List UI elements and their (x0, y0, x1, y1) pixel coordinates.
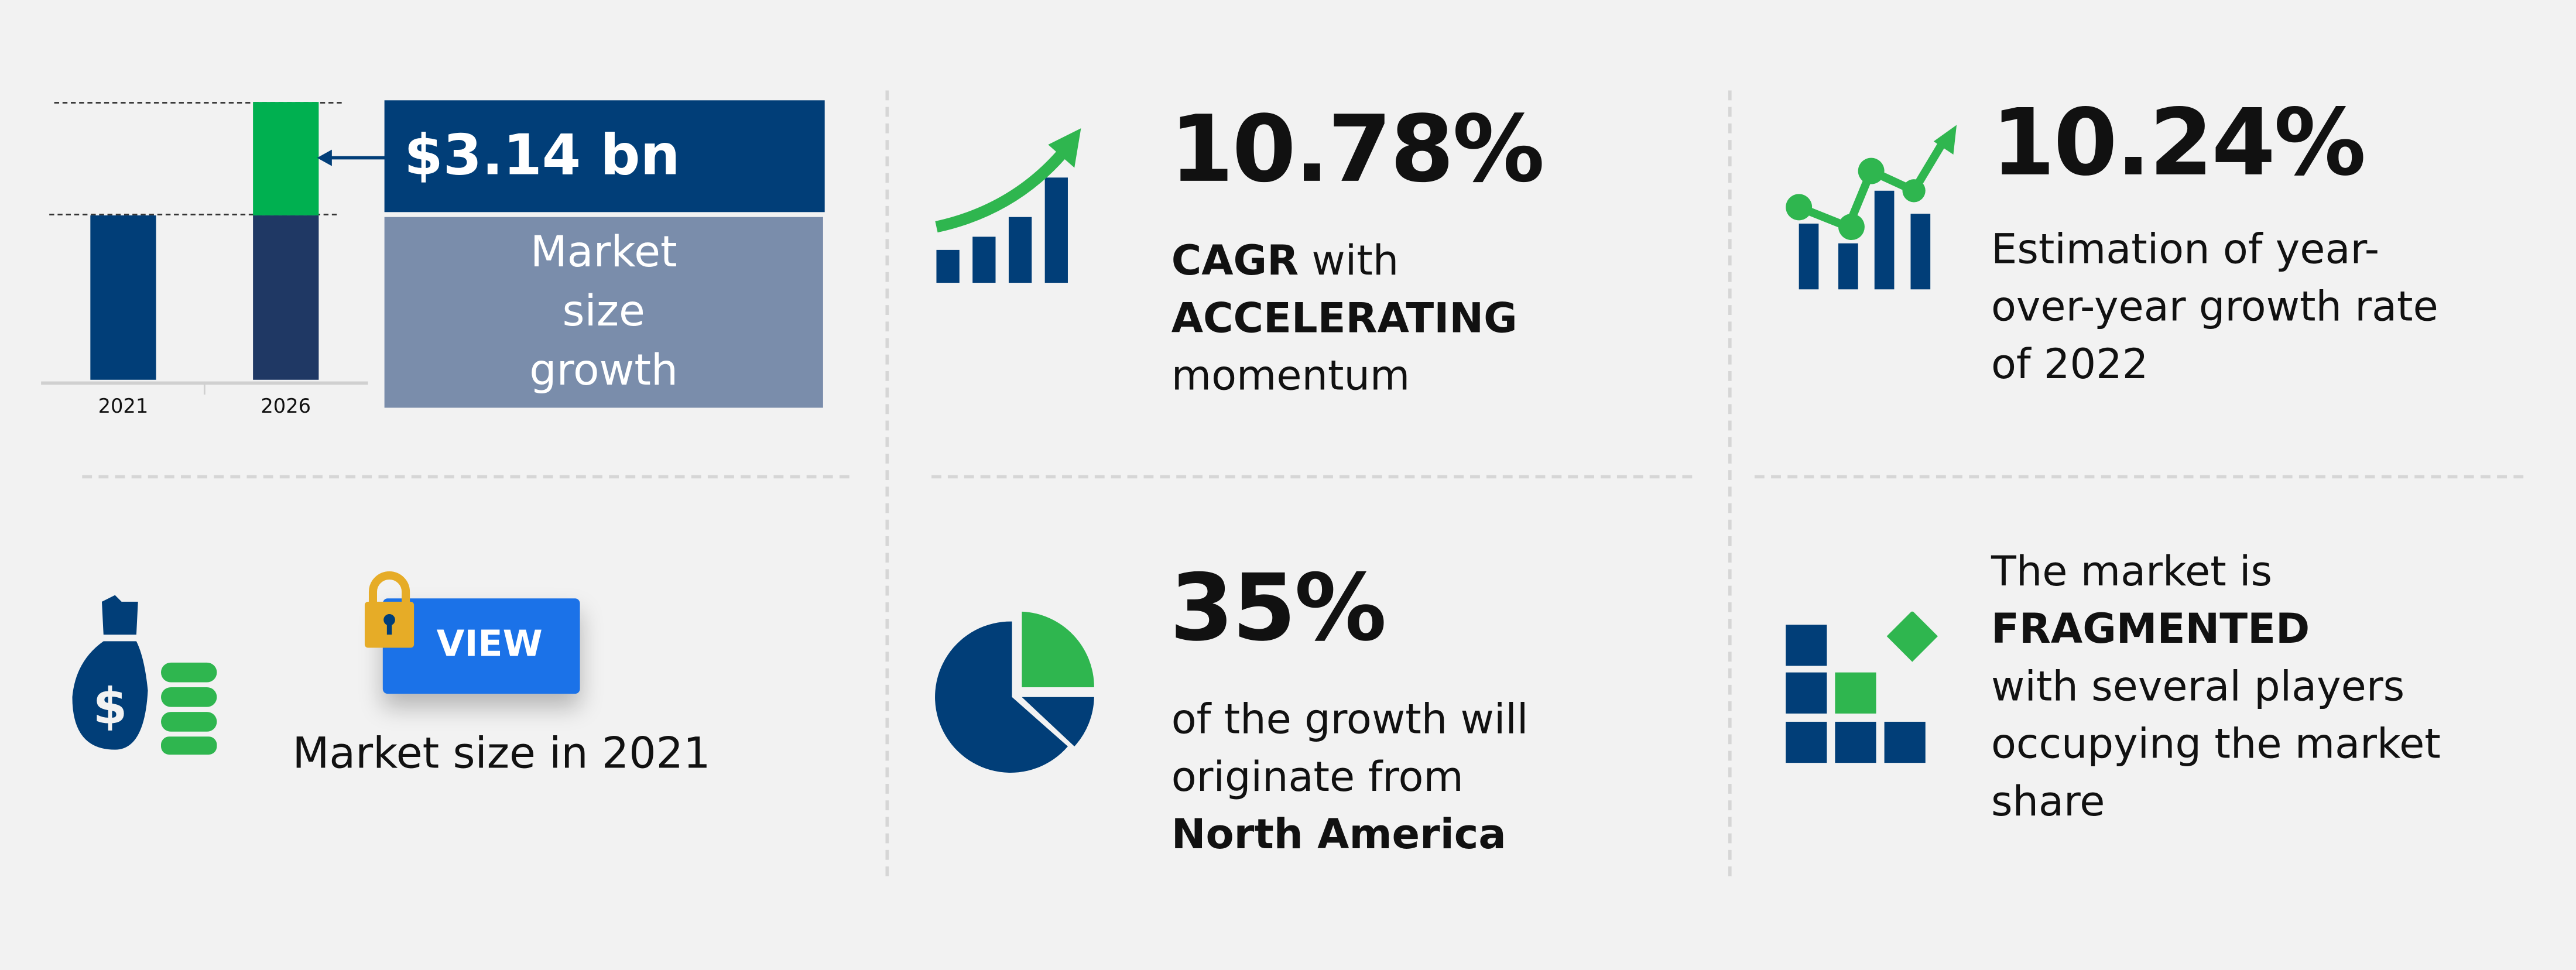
rising-bar-chart-icon (935, 128, 1081, 283)
divider (82, 475, 849, 479)
arrow-left-icon (317, 149, 386, 166)
x-tick-label: 2026 (261, 395, 311, 418)
region-share-value: 35% (1169, 556, 1387, 663)
cagr-label: CAGR (1171, 236, 1299, 285)
fragmentation-description: The market is FRAGMENTED with several play… (1991, 543, 2484, 830)
blocks-icon (1786, 611, 1938, 763)
text: momentum (1171, 352, 1410, 400)
divider (1754, 475, 2524, 479)
divider (931, 475, 1693, 479)
bar-2021 (90, 215, 156, 380)
svg-text:$: $ (93, 678, 128, 735)
text: with (1299, 236, 1399, 285)
text: with several players occupying the marke… (1991, 662, 2441, 825)
market-size-label: Market size in 2021 (292, 729, 711, 780)
cagr-value: 10.78% (1169, 97, 1544, 204)
text: of the growth will originate from (1171, 695, 1529, 801)
lock-icon (364, 571, 415, 648)
cagr-description: CAGR with ACCELERATING momentum (1171, 232, 1664, 405)
x-tick-label: 2021 (98, 395, 149, 418)
yoy-value: 10.24% (1991, 90, 2366, 198)
market-growth-label: Market size growth (384, 217, 823, 408)
bar-2026-base (253, 215, 319, 380)
divider (885, 90, 889, 876)
line-bar-chart-icon (1786, 125, 1957, 290)
market-growth-value: $3.14 bn (384, 100, 825, 212)
view-button[interactable]: VIEW (382, 598, 580, 694)
fragmentation-label: FRAGMENTED (1991, 605, 2310, 653)
reference-line (54, 102, 342, 104)
money-bag-icon: $ (72, 595, 217, 755)
axis-tick (203, 381, 205, 395)
divider (1728, 90, 1732, 876)
reference-line (49, 214, 337, 215)
region-name: North America (1171, 810, 1506, 859)
bar-2026-growth (253, 102, 319, 215)
text: The market is (1991, 547, 2273, 595)
pie-chart-icon (935, 611, 1094, 773)
region-description: of the growth will originate from North A… (1171, 691, 1566, 863)
momentum-label: ACCELERATING (1171, 294, 1517, 342)
yoy-description: Estimation of year-over-year growth rate… (1991, 225, 2438, 388)
